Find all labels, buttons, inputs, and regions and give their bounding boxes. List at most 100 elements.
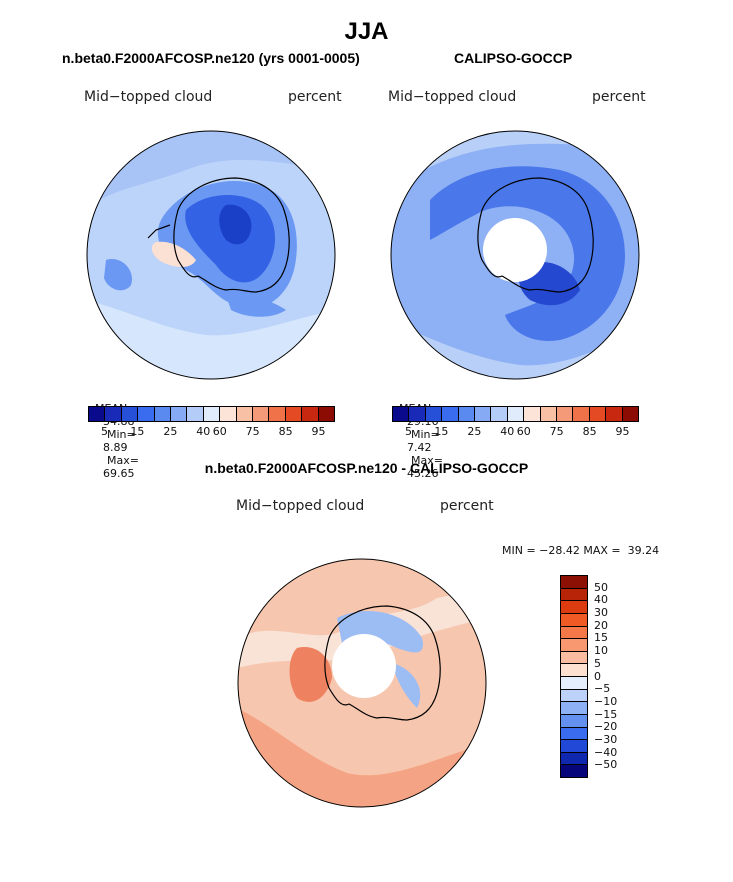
panel2-colorbar-swatch <box>540 407 558 421</box>
panel1-colorbar-swatch <box>236 407 254 421</box>
panel2-polar-map <box>390 130 640 380</box>
panel3-colorbar-swatch <box>561 740 587 753</box>
panel3-minmax: MIN = −28.42 MAX = 39.24 <box>502 544 660 557</box>
panel2-max-value: 45.26 <box>407 467 439 480</box>
panel1-polar-map <box>86 130 336 380</box>
panel3-colorbar-tick-label: 20 <box>594 618 608 632</box>
panel2-title: CALIPSO-GOCCP <box>454 50 573 66</box>
panel2-colorbar <box>392 406 639 422</box>
panel2-colorbar-tick-label: 75 <box>549 425 564 438</box>
panel3-colorbar-tick-label: −5 <box>594 682 611 696</box>
panel1-colorbar-swatch <box>253 407 270 421</box>
panel2-max-label: Max= <box>411 454 443 467</box>
panel3-antarctic-coastline <box>324 605 441 721</box>
panel2-variable-label: Mid−topped cloud <box>388 89 517 105</box>
panel3-colorbar-tick-label: −15 <box>594 707 618 721</box>
panel3-colorbar-swatch <box>561 702 587 715</box>
panel1-colorbar-tick-label: 15 <box>130 425 145 438</box>
panel3-colorbar-tick-label: 5 <box>594 656 601 670</box>
panel2-min-label: Min= <box>411 428 440 441</box>
panel1-colorbar-tick-label: 75 <box>245 425 260 438</box>
panel3-colorbar-swatch <box>561 588 587 602</box>
panel1-colorbar-swatch <box>138 407 155 421</box>
panel2-missing-data-hole <box>483 218 547 282</box>
panel1-colorbar-swatch <box>203 407 221 421</box>
panel1-colorbar-ticks: 5 15 25 40 60 75 85 95 <box>88 425 335 439</box>
panel3-colorbar-tick-label: 10 <box>594 644 608 658</box>
panel3-missing-data-hole <box>332 634 396 698</box>
panel1-colorbar-swatch <box>171 407 188 421</box>
panel1-colorbar <box>88 406 335 422</box>
panel1-title: n.beta0.F2000AFCOSP.ne120 (yrs 0001-0005… <box>62 50 360 66</box>
panel2-colorbar-ticks: 5 15 25 40 60 75 85 95 <box>392 425 639 439</box>
panel2-colorbar-tick-label: 15 <box>434 425 449 438</box>
panel1-max-label: Max= <box>107 454 139 467</box>
panel3-warm-west <box>289 647 332 702</box>
panel2-colorbar-tick-label: 85 <box>582 425 597 438</box>
panel2-colorbar-swatch <box>409 407 426 421</box>
panel3-colorbar-swatch <box>561 752 587 766</box>
panel1-ocean-band <box>87 131 335 210</box>
panel2-colorbar-swatch <box>475 407 492 421</box>
panel1-colorbar-tick-label: 95 <box>311 425 326 438</box>
panel3-colorbar-swatch <box>561 639 587 652</box>
panel1-core-darkest <box>219 204 252 245</box>
panel1-colorbar-tick-label: 5 <box>100 425 108 438</box>
panel3-colorbar-swatch <box>561 727 587 741</box>
panel1-colorbar-swatch <box>121 407 139 421</box>
panel3-polar-map <box>237 558 487 808</box>
panel1-colorbar-swatch <box>105 407 122 421</box>
panel3-colorbar-swatch <box>561 765 587 777</box>
panel2-colorbar-swatch <box>557 407 574 421</box>
panel1-colorbar-tick-label: 40 <box>196 425 211 438</box>
panel3-colorbar-tick-label: 0 <box>594 669 601 683</box>
panel2-colorbar-swatch <box>589 407 607 421</box>
panel1-variable-label: Mid−topped cloud <box>84 89 213 105</box>
panel1-max-value: 69.65 <box>103 467 135 480</box>
panel3-colorbar-tick-label: −30 <box>594 732 618 746</box>
panel3-variable-label: Mid−topped cloud <box>236 498 365 514</box>
panel2-colorbar-swatch <box>491 407 508 421</box>
panel1-antarctic-coastline <box>147 177 290 293</box>
panel2-colorbar-swatch <box>425 407 443 421</box>
panel3-colorbar-tick-label: −20 <box>594 720 618 734</box>
panel3-colorbar-swatch <box>561 714 587 728</box>
panel2-min-value: 7.42 <box>407 441 432 454</box>
panel3-units-label: percent <box>440 498 494 514</box>
panel1-colorbar-swatch <box>318 407 335 421</box>
panel2-colorbar-tick-label: 5 <box>404 425 412 438</box>
panel2-colorbar-swatch <box>606 407 623 421</box>
panel1-outer-light <box>87 300 335 379</box>
panel1-colorbar-swatch <box>285 407 303 421</box>
panel3-colorbar-tick-label: 40 <box>594 593 608 607</box>
panel1-min-value: 8.89 <box>103 441 128 454</box>
panel2-colorbar-swatch <box>524 407 541 421</box>
panel1-colorbar-swatch <box>269 407 286 421</box>
panel3-colorbar-swatch <box>561 677 587 690</box>
panel1-patch-mid <box>104 259 132 291</box>
panel2-antarctic-coastline <box>477 177 594 293</box>
panel1-colorbar-tick-label: 25 <box>163 425 178 438</box>
panel2-ring-dark <box>430 166 625 341</box>
panel3-colorbar-swatch <box>561 651 587 665</box>
panel3-colorbar-tick-label: 30 <box>594 606 608 620</box>
figure-title: JJA <box>344 18 389 45</box>
panel3-colorbar-tick-label: −50 <box>594 758 618 772</box>
panel2-colorbar-tick-label: 95 <box>615 425 630 438</box>
panel2-colorbar-swatch <box>573 407 590 421</box>
panel2-colorbar-swatch <box>622 407 639 421</box>
panel3-colorbar-tick-label: −10 <box>594 694 618 708</box>
panel2-colorbar-swatch <box>507 407 525 421</box>
panel3-colorbar <box>560 575 588 778</box>
panel2-colorbar-tick-label: 40 <box>500 425 515 438</box>
panel2-colorbar-swatch <box>458 407 476 421</box>
panel1-colorbar-tick-label: 60 <box>212 425 227 438</box>
panel2-colorbar-tick-label: 25 <box>467 425 482 438</box>
panel3-colorbar-tick-label: 50 <box>594 580 608 594</box>
panel3-warm-outer <box>238 708 486 807</box>
panel3-colorbar-ticks: 50 40 30 20 15 10 5 0 −5 −10 −15 −20 −30 −40 −50 <box>594 575 634 778</box>
panel1-colorbar-swatch <box>187 407 204 421</box>
panel2-units-label: percent <box>592 89 646 105</box>
panel2-colorbar-swatch <box>393 407 410 421</box>
panel2-colorbar-swatch <box>442 407 459 421</box>
